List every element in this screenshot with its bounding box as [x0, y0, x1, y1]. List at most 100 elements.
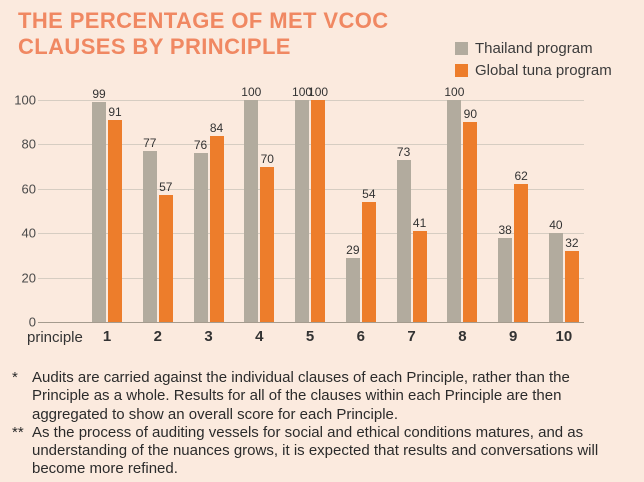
bar-column-global-tuna: 70	[260, 153, 275, 322]
plot-area: 99 91 77 57 76 84 100 70 100 100 29 54 73 41 100 90 38 62…	[38, 86, 584, 323]
bar-column-global-tuna: 32	[564, 235, 579, 322]
gridline-80	[38, 144, 584, 146]
bar-global-tuna	[108, 119, 122, 322]
x-axis-name: principle	[27, 329, 83, 346]
footnote-text-2: As the process of auditing vessels for s…	[32, 423, 599, 478]
bar-global-tuna	[311, 100, 326, 322]
x-tick-label-2: 2	[153, 328, 162, 345]
y-tick-label-40: 40	[21, 225, 36, 241]
bar-group-principle-3: 76 84	[193, 120, 224, 322]
bar-column-global-tuna: 62	[514, 169, 529, 322]
bar-value-label: 99	[92, 87, 106, 102]
bar-group-principle-4: 100 70	[241, 85, 275, 322]
bar-thailand	[193, 153, 208, 322]
gridline-0	[38, 322, 584, 323]
bar-value-label: 84	[209, 120, 224, 135]
bar-value-label: 100	[308, 85, 329, 99]
bar-global-tuna	[514, 184, 529, 322]
bar-global-tuna	[412, 230, 427, 322]
x-axis-labels: 1 2 3 4 5 6 7 8 9 10	[38, 328, 584, 345]
footnote-marker-1: *	[12, 369, 18, 386]
gridline-100	[38, 100, 584, 101]
bar-thailand	[345, 257, 360, 322]
chart-title-line2: CLAUSES BY PRINCIPLE	[18, 34, 291, 60]
bar-thailand	[244, 100, 259, 322]
y-tick-label-20: 20	[21, 270, 36, 286]
x-tick-label-1: 1	[102, 328, 112, 345]
y-axis-labels: 0 20 40 60 80 100	[6, 93, 36, 330]
bar-global-tuna	[158, 195, 173, 322]
legend: Thailand program Global tuna program	[455, 40, 612, 79]
y-tick-label-100: 100	[14, 92, 36, 108]
bar-column-thailand: 76	[193, 138, 208, 322]
bar-thailand	[142, 151, 157, 322]
gridline-40	[38, 233, 584, 235]
bar-group-principle-1: 99 91	[92, 88, 122, 322]
bar-column-global-tuna: 91	[108, 106, 122, 322]
bar-group-principle-8: 100 90	[444, 85, 478, 322]
bar-group-principle-2: 77 57	[142, 136, 173, 322]
legend-label: Thailand program	[475, 40, 593, 57]
bar-column-global-tuna: 41	[412, 215, 427, 322]
bar-group-principle-6: 29 54	[345, 188, 376, 322]
bar-value-label: 100	[292, 85, 313, 99]
bar-value-label: 41	[412, 215, 427, 230]
y-tick-label-0: 0	[28, 314, 36, 330]
bar-thailand	[447, 100, 462, 322]
bar-thailand	[396, 159, 411, 322]
bar-column-thailand: 29	[345, 244, 360, 322]
y-tick-label-60: 60	[21, 181, 36, 197]
bar-value-label: 62	[514, 169, 528, 184]
y-tick-label-80: 80	[21, 136, 36, 152]
bar-global-tuna	[260, 166, 275, 322]
bar-global-tuna	[463, 122, 478, 322]
bar-thailand	[548, 233, 563, 322]
bar-column-global-tuna: 100	[308, 85, 329, 322]
bar-value-label: 40	[549, 218, 563, 233]
bar-column-global-tuna: 54	[361, 188, 376, 322]
legend-item-2: Global tuna program	[455, 62, 612, 79]
gridline-20	[38, 277, 584, 279]
bar-value-label: 73	[396, 144, 411, 159]
bar-value-label: 38	[498, 222, 512, 237]
x-tick-label-3: 3	[204, 328, 213, 345]
bar-column-thailand: 100	[241, 85, 262, 322]
bar-column-thailand: 40	[548, 218, 563, 322]
bar-value-label: 100	[444, 85, 465, 99]
x-tick-label-4: 4	[255, 328, 264, 345]
chart-title-line1: THE PERCENTAGE OF MET VCOC	[18, 8, 389, 33]
bar-group-principle-9: 38 62	[498, 169, 529, 322]
bar-column-thailand: 38	[498, 222, 513, 322]
legend-label: Global tuna program	[475, 62, 612, 79]
bar-value-label: 57	[159, 180, 173, 195]
bar-thailand	[295, 100, 310, 322]
x-tick-label-7: 7	[407, 328, 416, 345]
x-tick-label-9: 9	[508, 328, 518, 345]
bar-global-tuna	[209, 135, 224, 322]
bar-global-tuna	[564, 250, 579, 322]
x-tick-label-6: 6	[356, 328, 365, 345]
bar-column-thailand: 100	[292, 85, 313, 322]
bar-column-thailand: 100	[444, 85, 465, 322]
footnote-marker-2: **	[12, 423, 24, 441]
bar-thailand	[498, 237, 513, 322]
bar-group-principle-7: 73 41	[396, 144, 427, 322]
chart-title: THE PERCENTAGE OF MET VCOC CLAUSES BY PR…	[18, 8, 458, 61]
bar-value-label: 77	[143, 136, 157, 151]
footnote-text-1: Audits are carried against the individua…	[32, 369, 570, 423]
bar-value-label: 100	[241, 85, 262, 99]
x-tick-label-5: 5	[305, 328, 315, 345]
footnotes: * Audits are carried against the individu…	[10, 369, 602, 479]
bar-value-label: 91	[108, 104, 122, 119]
legend-swatch-icon	[455, 42, 468, 55]
bar-column-thailand: 99	[92, 88, 106, 322]
legend-swatch-icon	[455, 64, 468, 77]
bar-group-principle-10: 40 32	[548, 218, 579, 322]
bar-value-label: 90	[463, 107, 478, 122]
bar-column-global-tuna: 90	[463, 107, 478, 322]
bar-value-label: 32	[565, 235, 579, 250]
bar-column-thailand: 77	[142, 136, 157, 322]
bar-value-label: 76	[193, 138, 208, 153]
legend-item-1: Thailand program	[455, 40, 612, 57]
